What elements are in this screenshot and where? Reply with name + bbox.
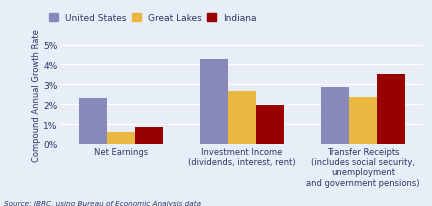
Bar: [200, 60, 228, 144]
Bar: [135, 127, 163, 144]
Text: Source: IBRC, using Bureau of Economic Analysis data: Source: IBRC, using Bureau of Economic A…: [4, 200, 201, 206]
Bar: [228, 92, 256, 144]
Y-axis label: Compound Annual Growth Rate: Compound Annual Growth Rate: [32, 29, 41, 161]
Bar: [107, 132, 135, 144]
Bar: [256, 106, 284, 144]
Bar: [321, 88, 349, 144]
Bar: [377, 75, 405, 144]
Bar: [349, 98, 377, 144]
Legend: United States, Great Lakes, Indiana: United States, Great Lakes, Indiana: [47, 12, 259, 25]
Bar: [79, 99, 107, 144]
